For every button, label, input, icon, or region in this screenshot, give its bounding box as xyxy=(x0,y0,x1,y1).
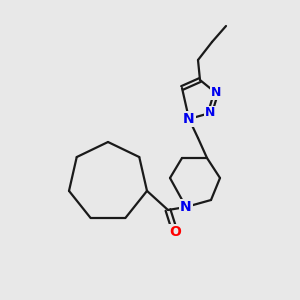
Text: N: N xyxy=(183,112,195,126)
Text: N: N xyxy=(180,200,192,214)
Text: O: O xyxy=(169,225,181,239)
Text: N: N xyxy=(205,106,215,119)
Text: N: N xyxy=(211,86,221,100)
